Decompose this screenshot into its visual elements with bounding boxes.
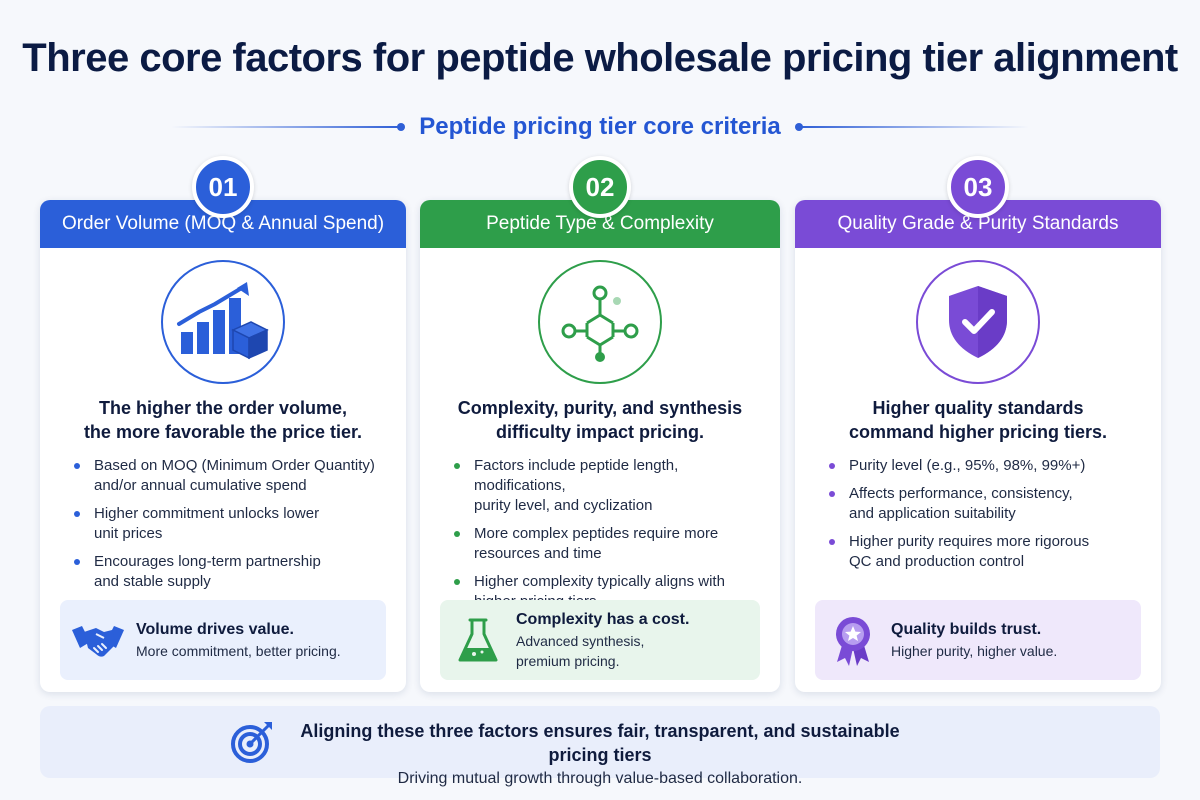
callout-box: Volume drives value. More commitment, be… xyxy=(60,600,386,680)
callout-body: Higher purity, higher value. xyxy=(891,643,1058,659)
bullet-item: Affects performance, consistency, and app… xyxy=(829,484,1141,524)
callout-box: Complexity has a cost. Advanced synthesi… xyxy=(440,600,760,680)
callout-body: Advanced synthesis, premium pricing. xyxy=(516,633,645,669)
card-headline: The higher the order volume, the more fa… xyxy=(83,398,363,442)
bullet-list: Purity level (e.g., 95%, 98%, 99%+) Affe… xyxy=(829,456,1141,580)
callout-body: More commitment, better pricing. xyxy=(136,643,341,659)
callout-box: Quality builds trust. Higher purity, hig… xyxy=(815,600,1141,680)
summary-body: Driving mutual growth through value-base… xyxy=(397,770,803,787)
target-icon xyxy=(230,720,274,764)
award-ribbon-icon xyxy=(815,614,891,666)
subtitle-divider-left xyxy=(171,123,406,131)
subtitle-divider-right xyxy=(794,123,1029,131)
molecule-icon xyxy=(538,260,662,384)
factor-card-order-volume: 01 Order Volume (MOQ & Annual Spend) The… xyxy=(40,156,406,692)
number-badge: 01 xyxy=(192,156,254,218)
summary-title: Aligning these three factors ensures fai… xyxy=(300,721,900,765)
bullet-item: Higher purity requires more rigorous QC a… xyxy=(829,532,1141,572)
number-badge: 02 xyxy=(569,156,631,218)
callout-title: Quality builds trust. xyxy=(891,621,1042,638)
shield-check-icon xyxy=(916,260,1040,384)
bullet-item: Factors include peptide length, modifica… xyxy=(454,456,760,516)
factor-card-peptide-type: 02 Peptide Type & Complexity Complex xyxy=(420,156,780,692)
card-headline: Complexity, purity, and synthesis diffic… xyxy=(457,398,743,442)
flask-icon xyxy=(440,616,516,664)
page-title: Three core factors for peptide wholesale… xyxy=(22,36,1178,80)
bullet-list: Based on MOQ (Minimum Order Quantity) and… xyxy=(74,456,386,600)
bullet-item: Higher commitment unlocks lower unit pric… xyxy=(74,504,386,544)
bullet-item: Encourages long-term partnership and stab… xyxy=(74,552,386,592)
number-badge: 03 xyxy=(947,156,1009,218)
bullet-item: Based on MOQ (Minimum Order Quantity) and… xyxy=(74,456,386,496)
handshake-icon xyxy=(60,620,136,660)
bullet-item: Purity level (e.g., 95%, 98%, 99%+) xyxy=(829,456,1141,476)
bullet-item: More complex peptides require more resour… xyxy=(454,524,760,564)
growth-chart-boxes-icon xyxy=(161,260,285,384)
callout-title: Volume drives value. xyxy=(136,621,294,638)
callout-title: Complexity has a cost. xyxy=(516,611,690,628)
bullet-list: Factors include peptide length, modifica… xyxy=(454,456,760,620)
summary-banner: Aligning these three factors ensures fai… xyxy=(40,706,1160,787)
subtitle: Peptide pricing tier core criteria xyxy=(419,113,781,140)
subtitle-row: Peptide pricing tier core criteria xyxy=(0,110,1200,144)
card-headline: Higher quality standards command higher … xyxy=(848,398,1108,442)
factor-card-quality-grade: 03 Quality Grade & Purity Standards High… xyxy=(795,156,1161,692)
